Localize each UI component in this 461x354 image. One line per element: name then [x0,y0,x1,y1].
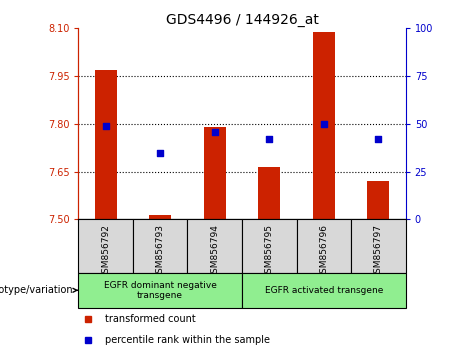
Title: GDS4496 / 144926_at: GDS4496 / 144926_at [165,13,319,27]
Text: GSM856793: GSM856793 [156,224,165,279]
Text: percentile rank within the sample: percentile rank within the sample [105,335,270,345]
Bar [351,219,406,273]
Bar [149,215,171,219]
Text: GSM856796: GSM856796 [319,224,328,279]
Bar [78,219,133,273]
Bar [78,273,242,308]
Point [266,136,273,142]
Text: EGFR activated transgene: EGFR activated transgene [265,286,383,295]
Text: genotype/variation: genotype/variation [0,285,78,295]
Bar [95,70,117,219]
Point [375,136,382,142]
Text: GSM856795: GSM856795 [265,224,274,279]
Text: GSM856792: GSM856792 [101,224,110,279]
Bar [204,127,226,219]
Bar [188,219,242,273]
Point [157,150,164,155]
Point [102,123,109,129]
Bar [258,167,280,219]
Bar [296,219,351,273]
Bar [242,219,296,273]
Point [211,129,219,135]
Bar [313,32,335,219]
Text: transformed count: transformed count [105,314,195,324]
Point [320,121,327,127]
Bar [133,219,188,273]
Text: EGFR dominant negative
transgene: EGFR dominant negative transgene [104,281,217,300]
Bar [367,181,389,219]
Bar [242,273,406,308]
Text: GSM856794: GSM856794 [210,224,219,279]
Text: GSM856797: GSM856797 [374,224,383,279]
